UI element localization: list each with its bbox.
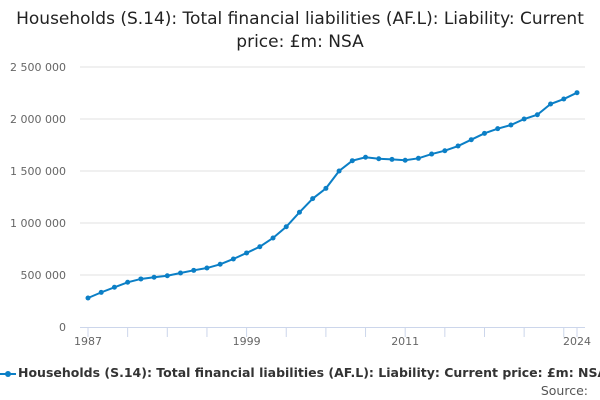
- series-line: [87, 91, 578, 299]
- legend-marker-icon: [0, 370, 16, 377]
- data-point: [151, 274, 157, 280]
- data-point: [283, 224, 289, 230]
- data-point: [323, 185, 329, 191]
- y-tick-label: 1 500 000: [10, 165, 66, 178]
- x-tick-label: 2024: [563, 335, 591, 348]
- data-point: [164, 273, 170, 279]
- source-label: Source:: [540, 383, 588, 398]
- data-point: [111, 284, 117, 290]
- data-point: [455, 143, 461, 149]
- data-point: [191, 267, 197, 273]
- data-point: [257, 244, 263, 250]
- data-point: [310, 196, 316, 202]
- y-tick-label: 0: [59, 321, 66, 334]
- data-point: [574, 90, 580, 96]
- data-point: [270, 235, 276, 241]
- data-point: [521, 116, 527, 122]
- y-tick-label: 1 000 000: [10, 217, 66, 230]
- data-point: [125, 279, 131, 285]
- data-point: [217, 261, 223, 267]
- data-point: [442, 148, 448, 154]
- data-point: [204, 265, 210, 271]
- data-point: [363, 154, 369, 160]
- data-point: [534, 112, 540, 118]
- data-point: [85, 295, 91, 301]
- data-point: [138, 276, 144, 282]
- data-point: [336, 168, 342, 174]
- x-tick-label: 2011: [391, 335, 419, 348]
- data-point: [561, 96, 567, 102]
- legend[interactable]: Households (S.14): Total financial liabi…: [0, 365, 600, 380]
- x-tick-label: 1987: [74, 335, 102, 348]
- data-point: [389, 156, 395, 162]
- data-point: [296, 209, 302, 215]
- data-point: [548, 101, 554, 107]
- data-point: [230, 256, 236, 262]
- y-tick-label: 2 500 000: [10, 61, 66, 74]
- data-point: [415, 155, 421, 161]
- data-point: [481, 130, 487, 136]
- y-tick-label: 2 000 000: [10, 113, 66, 126]
- x-tick-label: 1999: [233, 335, 261, 348]
- data-point: [495, 126, 501, 132]
- data-point: [402, 157, 408, 163]
- chart-title: Households (S.14): Total financial liabi…: [16, 9, 584, 52]
- data-point: [429, 151, 435, 157]
- data-point: [468, 137, 474, 143]
- data-point: [178, 270, 184, 276]
- legend-label: Households (S.14): Total financial liabi…: [18, 365, 600, 380]
- data-point: [244, 250, 250, 256]
- data-point: [508, 122, 514, 128]
- data-point: [349, 158, 355, 164]
- data-point: [376, 156, 382, 162]
- y-tick-label: 500 000: [21, 269, 67, 282]
- data-point: [98, 289, 104, 295]
